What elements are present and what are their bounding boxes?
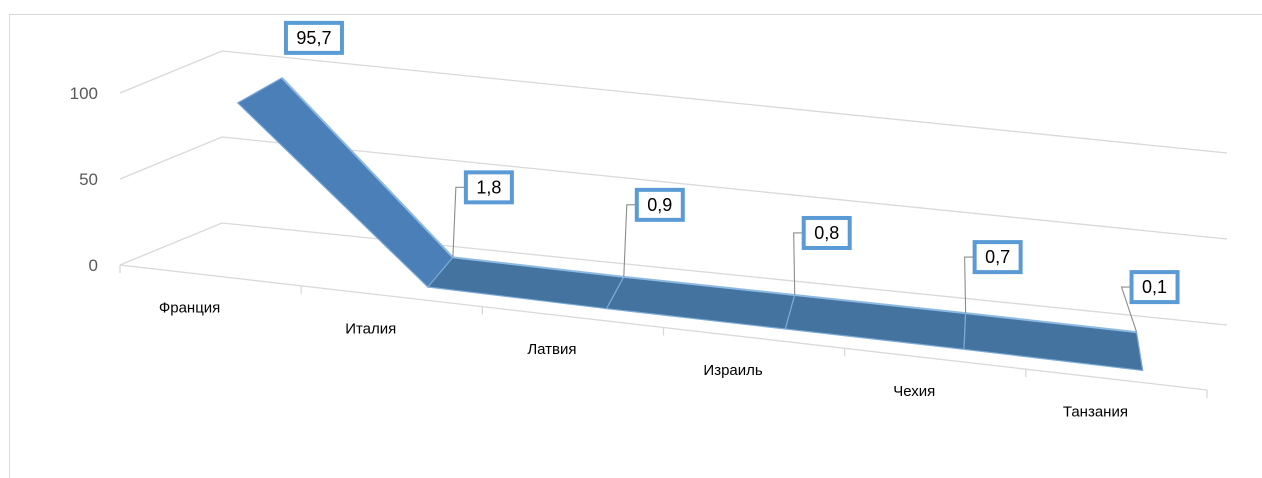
series-ribbon-segment bbox=[236, 77, 454, 288]
data-label-box bbox=[283, 20, 344, 55]
y-tick-label: 0 bbox=[89, 256, 98, 275]
data-label-leader bbox=[452, 186, 466, 258]
data-label: 1,8 bbox=[476, 177, 501, 197]
chart-area bbox=[9, 14, 1262, 478]
y-tick-label: 50 bbox=[79, 170, 98, 189]
x-tick-label: Италия bbox=[345, 320, 396, 337]
data-label: 0,7 bbox=[985, 247, 1010, 267]
x-tick-label: Латвия bbox=[527, 341, 576, 358]
data-label: 0,9 bbox=[647, 195, 672, 215]
data-label: 0,8 bbox=[814, 223, 839, 243]
data-label-leader bbox=[793, 232, 804, 295]
data-label-box bbox=[634, 187, 685, 222]
x-tick-label: Чехия bbox=[893, 383, 935, 400]
data-label-leader bbox=[1120, 286, 1138, 333]
gridline-100 bbox=[119, 50, 1228, 154]
data-label: 0,1 bbox=[1142, 277, 1167, 297]
data-label-leader bbox=[623, 204, 637, 277]
series-ribbon-segment bbox=[963, 312, 1144, 372]
series-line bbox=[281, 77, 1137, 334]
data-label-box bbox=[972, 240, 1023, 275]
data-label-box bbox=[1129, 270, 1180, 305]
gridline-50 bbox=[119, 136, 1228, 240]
x-tick-label: Франция bbox=[159, 299, 220, 316]
x-tick-label: Израиль bbox=[703, 362, 762, 379]
data-label-leader bbox=[964, 256, 975, 314]
y-tick-label: 100 bbox=[70, 84, 98, 103]
gridline-0 bbox=[119, 222, 1228, 326]
x-tick-label: Танзания bbox=[1063, 404, 1128, 421]
data-label-box bbox=[801, 215, 852, 250]
data-label: 95,7 bbox=[296, 28, 331, 48]
data-label-box bbox=[463, 170, 514, 205]
